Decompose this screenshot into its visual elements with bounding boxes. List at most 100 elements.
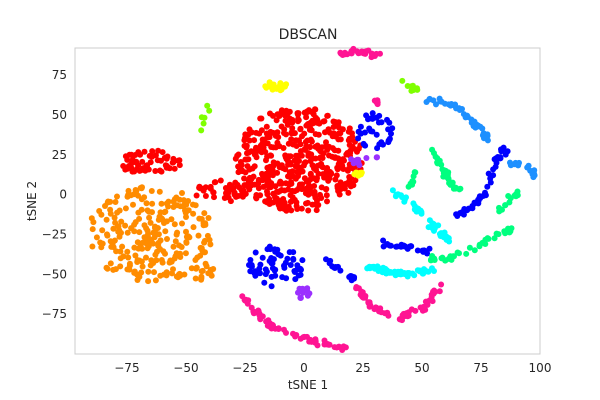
scatter-point [98, 211, 105, 218]
scatter-point [380, 243, 387, 250]
scatter-point [305, 207, 312, 214]
scatter-point [110, 266, 117, 273]
scatter-point [171, 221, 178, 228]
scatter-point [303, 143, 310, 150]
scatter-point [321, 118, 328, 125]
scatter-point [408, 87, 415, 94]
scatter-point [158, 168, 165, 175]
scatter-point [454, 249, 461, 256]
scatter-point [132, 152, 139, 158]
scatter-point [314, 142, 321, 149]
scatter-point [255, 269, 262, 276]
scatter-point [344, 150, 351, 156]
scatter-point [502, 151, 509, 158]
scatter-point [128, 225, 135, 232]
scatter-point [371, 97, 378, 104]
scatter-point [476, 243, 483, 250]
scatter-point [287, 262, 294, 268]
scatter-point [386, 269, 393, 276]
scatter-point [484, 183, 491, 190]
scatter-point [170, 243, 177, 250]
scatter-point [429, 220, 436, 227]
scatter-point [196, 183, 203, 190]
y-tick-label: 75 [52, 68, 67, 82]
scatter-point [253, 154, 260, 161]
scatter-point [179, 220, 185, 227]
scatter-point [505, 193, 512, 199]
scatter-point [176, 157, 183, 164]
scatter-point [420, 303, 427, 310]
scatter-point [104, 232, 111, 239]
scatter-point [252, 147, 259, 154]
scatter-point [307, 336, 314, 343]
scatter-point [313, 167, 320, 174]
scatter-point [259, 254, 266, 261]
y-tick-label: −50 [42, 267, 67, 281]
scatter-point [251, 137, 258, 144]
scatter-point [132, 219, 139, 226]
scatter-point [438, 161, 445, 168]
scatter-point [346, 125, 353, 132]
scatter-point [163, 200, 170, 207]
scatter-point [379, 266, 386, 273]
scatter-point [337, 267, 344, 274]
scatter-point [363, 155, 370, 161]
scatter-point [275, 134, 282, 141]
scatter-point [225, 194, 232, 201]
scatter-point [364, 265, 371, 271]
scatter-point [243, 297, 250, 304]
scatter-point [309, 117, 316, 124]
scatter-point [145, 268, 152, 275]
scatter-point [180, 203, 187, 210]
scatter-point [482, 192, 489, 199]
scatter-point [348, 156, 355, 163]
scatter-point [422, 298, 429, 305]
scatter-point [266, 321, 273, 328]
scatter-point [426, 245, 433, 252]
scatter-point [135, 192, 142, 199]
scatter-point [330, 131, 337, 137]
scatter-point [331, 265, 338, 271]
scatter-point [302, 190, 309, 197]
scatter-point [141, 148, 148, 155]
scatter-point [307, 136, 314, 143]
scatter-point [295, 272, 302, 279]
scatter-point [312, 131, 319, 138]
scatter-point [149, 148, 156, 155]
scatter-point [273, 85, 280, 92]
scatter-point [332, 154, 339, 161]
x-tick-label: −25 [232, 361, 257, 375]
scatter-point [304, 108, 310, 115]
scatter-point [134, 277, 141, 283]
scatter-point [124, 193, 131, 200]
scatter-point [335, 161, 342, 168]
scatter-point [146, 214, 153, 221]
scatter-point [297, 125, 304, 132]
scatter-point [274, 160, 281, 167]
scatter-point [403, 194, 409, 201]
y-tick-label: 25 [52, 148, 67, 162]
scatter-point [360, 140, 367, 147]
scatter-point [198, 268, 205, 275]
scatter-point [137, 244, 144, 251]
scatter-point [245, 183, 252, 190]
scatter-point [309, 201, 316, 208]
scatter-point [103, 216, 110, 223]
scatter-point [145, 278, 152, 285]
scatter-point [500, 144, 507, 151]
scatter-point [255, 185, 262, 192]
scatter-point [182, 250, 189, 257]
scatter-point [385, 312, 392, 319]
scatter-point [469, 203, 476, 209]
scatter-point [414, 267, 421, 274]
scatter-point [336, 182, 343, 189]
scatter-point [117, 248, 124, 255]
scatter-point [315, 202, 322, 208]
scatter-point [261, 279, 268, 286]
scatter-point [259, 177, 266, 184]
scatter-point [257, 261, 264, 268]
scatter-point [460, 211, 467, 218]
scatter-point [370, 263, 377, 270]
scatter-point [380, 237, 387, 244]
